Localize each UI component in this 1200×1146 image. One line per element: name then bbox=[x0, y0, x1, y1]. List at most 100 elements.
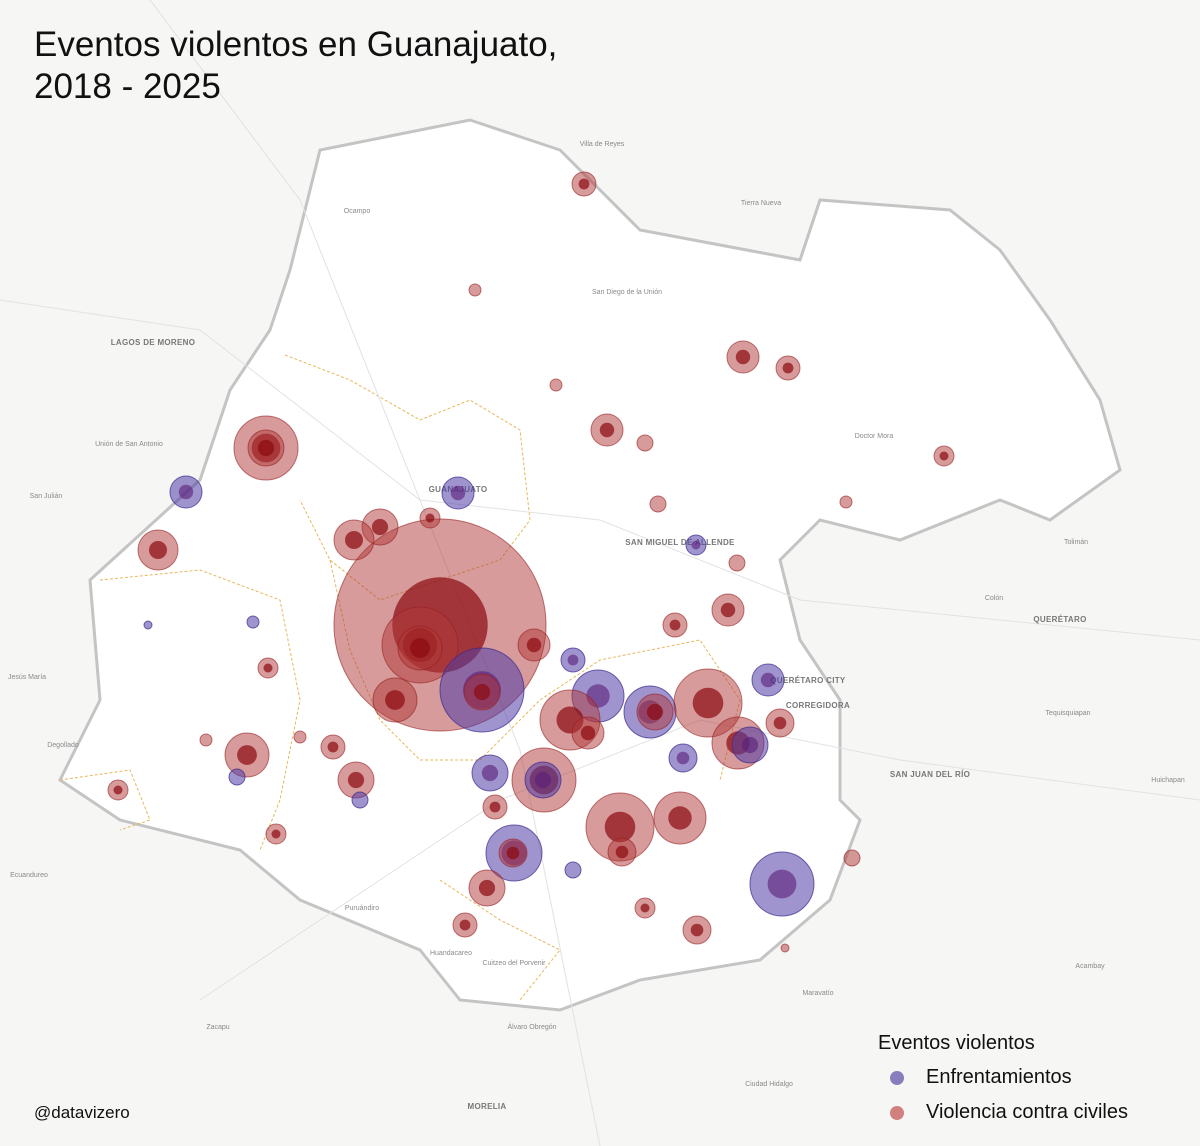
event-bubble-core bbox=[782, 362, 794, 374]
event-bubble-core bbox=[345, 531, 363, 549]
event-bubble-core bbox=[425, 513, 435, 523]
event-bubble bbox=[549, 378, 563, 392]
place-label: Colón bbox=[985, 595, 1003, 602]
event-bubble-core bbox=[939, 451, 949, 461]
event-bubble-core bbox=[741, 736, 759, 754]
place-label: Ecuandureo bbox=[10, 872, 48, 879]
place-label: Ciudad Hidalgo bbox=[745, 1081, 793, 1088]
event-bubble bbox=[351, 791, 369, 809]
event-bubble bbox=[143, 620, 153, 630]
event-bubble-core bbox=[506, 846, 520, 860]
event-bubble-core bbox=[459, 919, 471, 931]
place-label: QUERÉTARO CITY bbox=[770, 676, 846, 685]
place-label: SAN MIGUEL DE ALLENDE bbox=[625, 538, 735, 547]
event-bubble-core bbox=[640, 903, 650, 913]
event-bubble bbox=[293, 730, 307, 744]
credit: @datavizero bbox=[34, 1103, 130, 1122]
event-bubble-core bbox=[760, 672, 776, 688]
event-bubble-core bbox=[347, 771, 365, 789]
event-bubble bbox=[246, 615, 260, 629]
event-bubble bbox=[728, 554, 746, 572]
event-bubble-core bbox=[676, 751, 690, 765]
event-bubble-core bbox=[604, 811, 636, 843]
event-bubble-core bbox=[567, 654, 579, 666]
event-bubble-core bbox=[149, 541, 167, 559]
event-bubble-core bbox=[534, 771, 552, 789]
event-bubble bbox=[564, 861, 582, 879]
event-bubble bbox=[839, 495, 853, 509]
event-bubble-core bbox=[113, 785, 123, 795]
event-bubble-core bbox=[691, 540, 701, 550]
place-label: QUERÉTARO bbox=[1033, 615, 1086, 624]
place-label: Zacapu bbox=[206, 1024, 229, 1031]
event-bubble-core bbox=[578, 178, 590, 190]
place-label: Álvaro Obregón bbox=[507, 1022, 556, 1031]
place-label: MORELIA bbox=[468, 1102, 507, 1111]
event-bubble-core bbox=[481, 764, 499, 782]
legend-marker bbox=[890, 1070, 904, 1085]
event-bubble-core bbox=[237, 745, 257, 765]
place-label: Tierra Nueva bbox=[741, 200, 781, 207]
event-bubble-core bbox=[526, 637, 542, 653]
event-bubble-core bbox=[410, 638, 430, 658]
event-bubble-core bbox=[450, 485, 466, 501]
event-bubble bbox=[199, 733, 213, 747]
event-bubble-core bbox=[615, 845, 629, 859]
place-label: Puruándiro bbox=[345, 905, 379, 912]
event-bubble-core bbox=[271, 829, 281, 839]
event-bubble bbox=[843, 849, 861, 867]
event-bubble bbox=[780, 943, 790, 953]
legend-item: Violencia contra civiles bbox=[890, 1101, 1128, 1124]
place-label: Huandacareo bbox=[430, 950, 472, 957]
place-label: CORREGIDORA bbox=[786, 701, 850, 710]
legend-label: Violencia contra civiles bbox=[926, 1101, 1128, 1123]
event-bubble-core bbox=[371, 518, 389, 536]
region-fill bbox=[60, 120, 1120, 1010]
place-label: LAGOS DE MORENO bbox=[111, 338, 196, 347]
place-label: SAN JUAN DEL RÍO bbox=[890, 770, 970, 779]
event-bubble-core bbox=[668, 806, 692, 830]
event-bubble-core bbox=[327, 741, 339, 753]
place-label: Villa de Reyes bbox=[580, 141, 625, 148]
place-label: Tequisquiapan bbox=[1045, 710, 1090, 717]
place-label: San Julián bbox=[30, 493, 63, 500]
event-bubble-core bbox=[669, 619, 681, 631]
place-label: Degollado bbox=[47, 742, 79, 749]
place-labels: LAGOS DE MORENOGUANAJUATOSAN MIGUEL DE A… bbox=[8, 141, 1185, 1111]
event-bubble-core bbox=[489, 801, 501, 813]
event-bubble-core bbox=[599, 422, 615, 438]
event-bubble-core bbox=[178, 484, 194, 500]
event-bubble-core bbox=[580, 725, 596, 741]
event-bubble-core bbox=[646, 703, 664, 721]
event-bubble-core bbox=[692, 687, 724, 719]
event-bubble-core bbox=[473, 683, 491, 701]
map-title: Eventos violentos en Guanajuato, 2018 - … bbox=[34, 25, 558, 106]
event-bubble-core bbox=[478, 879, 496, 897]
event-bubble-core bbox=[263, 663, 273, 673]
place-label: Jesús María bbox=[8, 674, 46, 681]
place-label: Acambay bbox=[1075, 963, 1105, 970]
event-bubbles bbox=[107, 171, 955, 953]
place-label: Huichapan bbox=[1151, 777, 1185, 784]
event-bubble-core bbox=[257, 439, 275, 457]
legend-label: Enfrentamientos bbox=[926, 1066, 1072, 1088]
legend-title: Eventos violentos bbox=[878, 1032, 1035, 1054]
place-label: Tolimán bbox=[1064, 539, 1088, 546]
event-bubble-core bbox=[720, 602, 736, 618]
place-label: Unión de San Antonio bbox=[95, 441, 163, 448]
event-bubble bbox=[468, 283, 482, 297]
event-bubble-core bbox=[767, 869, 797, 899]
place-label: San Diego de la Unión bbox=[592, 289, 662, 296]
event-bubble-core bbox=[385, 690, 405, 710]
event-bubble bbox=[636, 434, 654, 452]
place-label: Ocampo bbox=[344, 208, 371, 215]
place-label: Maravatío bbox=[802, 990, 833, 997]
place-label: Cuitzeo del Porvenir bbox=[482, 960, 546, 967]
event-bubble-core bbox=[773, 716, 787, 730]
event-bubble bbox=[228, 768, 246, 786]
event-bubble bbox=[649, 495, 667, 513]
legend-item: Enfrentamientos bbox=[890, 1066, 1072, 1089]
event-bubble-core bbox=[735, 349, 751, 365]
